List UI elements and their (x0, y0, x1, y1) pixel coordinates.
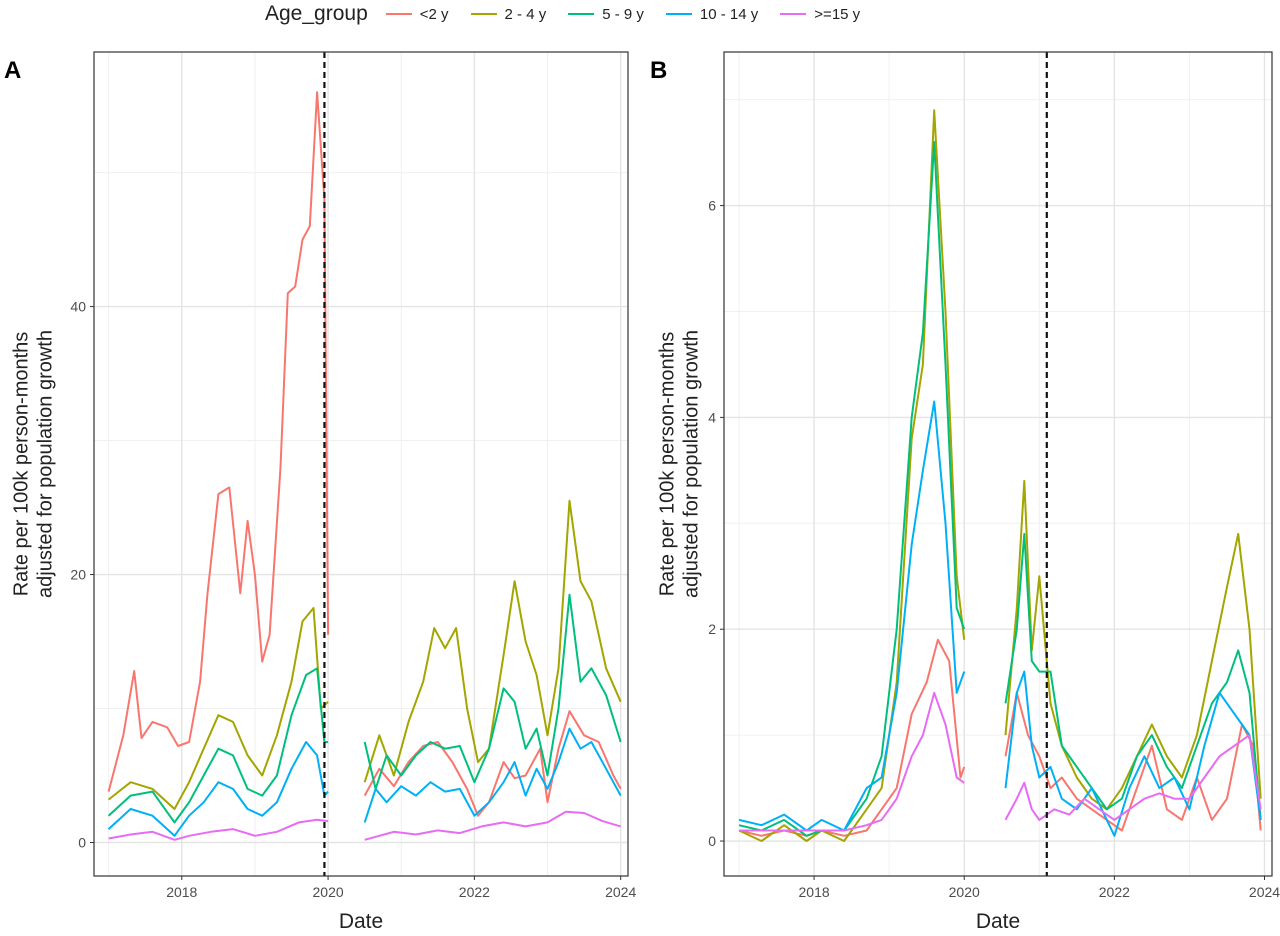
y-axis-label: adjusted for population growth (34, 330, 56, 598)
series-line (364, 810, 621, 841)
legend-entry: 5 - 9 y (568, 6, 644, 23)
y-tick-label: 4 (708, 409, 716, 425)
x-axis-label: Date (976, 910, 1020, 933)
x-tick-label: 2020 (949, 884, 980, 900)
panel-border (93, 51, 629, 877)
panel-label: A (4, 57, 21, 84)
legend-label: 10 - 14 y (699, 5, 759, 23)
legend-title: Age_group (265, 2, 368, 25)
x-tick-label: 2024 (1249, 884, 1280, 900)
panel-border (723, 51, 1273, 877)
series-line (738, 400, 966, 832)
series-line (107, 741, 329, 837)
series-line (738, 638, 966, 837)
series-line (1004, 532, 1262, 820)
x-tick-label: 2018 (166, 884, 197, 900)
legend: Age_group <2 y 2 - 4 y 5 - 9 y 10 - 14 y… (265, 0, 882, 28)
legend-key (568, 13, 595, 15)
legend-label: <2 y (419, 5, 449, 23)
legend-entry: <2 y (385, 5, 449, 23)
x-tick-label: 2022 (1099, 884, 1130, 900)
x-tick-label: 2022 (459, 884, 490, 900)
x-tick-label: 2024 (605, 884, 636, 900)
legend-label: >=15 y (814, 5, 861, 23)
x-axis-label: Date (339, 910, 383, 933)
y-axis-label: adjusted for population growth (680, 330, 702, 598)
series-line (1004, 670, 1262, 837)
series-line (107, 607, 329, 810)
legend-key (385, 13, 412, 15)
x-tick-label: 2020 (313, 884, 344, 900)
legend-key (470, 13, 497, 15)
series-line (107, 91, 330, 792)
series-line (738, 141, 966, 837)
x-tick-label: 2018 (799, 884, 830, 900)
y-tick-label: 40 (70, 299, 86, 315)
series-line (363, 499, 622, 783)
y-tick-label: 2 (708, 621, 716, 637)
series-line (363, 727, 622, 823)
legend-label: 2 - 4 y (504, 5, 547, 23)
series-line (363, 710, 622, 817)
legend-entry: 2 - 4 y (470, 5, 547, 23)
y-tick-label: 0 (708, 833, 716, 849)
y-tick-label: 6 (708, 198, 716, 214)
legend-label: 5 - 9 y (602, 5, 644, 23)
legend-key (665, 13, 692, 15)
series-line (108, 818, 329, 841)
series-line (1004, 734, 1262, 821)
panel-label: B (650, 57, 667, 84)
panel-b: 0 2 4 6 2018 2020 2022 2024 Date Rate per 100k pe… (650, 51, 1280, 933)
y-axis-label: Rate per 100k person-months (10, 332, 32, 597)
series-line (1004, 479, 1262, 811)
y-axis-label: Rate per 100k person-months (656, 332, 678, 597)
legend-key (780, 13, 807, 15)
plot-background (724, 52, 1272, 876)
series-line (107, 667, 329, 824)
y-tick-label: 0 (78, 835, 86, 851)
legend-entry: 10 - 14 y (665, 5, 759, 23)
legend-entry: >=15 y (780, 6, 860, 23)
y-tick-label: 20 (70, 567, 86, 583)
panel-a: 0 20 40 2018 2020 2022 2024 Date Rate per 100k p… (4, 51, 636, 933)
series-line (363, 593, 622, 790)
series-line (739, 691, 965, 832)
